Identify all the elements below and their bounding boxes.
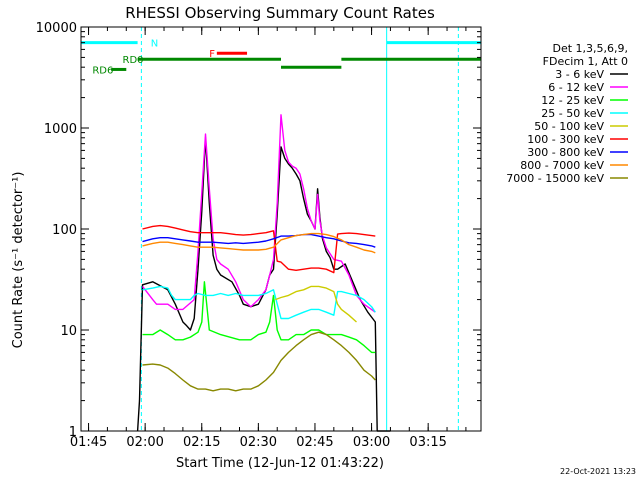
annotation-3: RD6 bbox=[92, 65, 113, 76]
y-axis: 1 10 100 1000 10000 bbox=[36, 21, 481, 440]
series-line-2 bbox=[142, 281, 376, 354]
series-line-4 bbox=[275, 285, 357, 323]
x-tick-label-5: 03:00 bbox=[353, 435, 390, 450]
y-tick-label-4: 10000 bbox=[36, 21, 77, 36]
annotation-0: N bbox=[151, 39, 158, 50]
footer-timestamp: 22-Oct-2021 13:23 bbox=[560, 467, 636, 476]
legend-label-1: 6 - 12 keV bbox=[548, 81, 604, 94]
legend-label-5: 100 - 300 keV bbox=[527, 133, 604, 146]
series-lines bbox=[136, 114, 391, 432]
plot-area bbox=[80, 27, 481, 432]
series-line-8 bbox=[142, 331, 376, 392]
x-tick-label-3: 02:30 bbox=[240, 435, 277, 450]
legend-label-2: 12 - 25 keV bbox=[541, 94, 604, 107]
annotations: N F RD0 RD6 bbox=[92, 39, 215, 77]
legend-label-4: 50 - 100 keV bbox=[534, 120, 604, 133]
x-tick-label-1: 02:00 bbox=[126, 435, 163, 450]
y-tick-label-3: 1000 bbox=[44, 122, 77, 137]
x-tick-label-0: 01:45 bbox=[70, 435, 107, 450]
legend-label-6: 300 - 800 keV bbox=[527, 146, 604, 159]
legend-label-3: 25 - 50 keV bbox=[541, 107, 604, 120]
series-line-3 bbox=[142, 285, 376, 320]
y-axis-label: Count Rate (s⁻¹ detector⁻¹) bbox=[11, 172, 26, 349]
series-line-5 bbox=[142, 224, 376, 274]
x-axis-label: Start Time (12-Jun-12 01:43:22) bbox=[176, 456, 384, 471]
x-tick-label-4: 02:45 bbox=[296, 435, 333, 450]
series-line-6 bbox=[142, 233, 376, 248]
legend-label-8: 7000 - 15000 keV bbox=[506, 172, 604, 185]
legend-header-0: Det 1,3,5,6,9, bbox=[552, 42, 628, 55]
x-tick-label-6: 03:15 bbox=[409, 435, 446, 450]
x-axis: 01:45 02:00 02:15 02:30 02:45 03:00 03:15 bbox=[70, 27, 467, 450]
y-tick-label-0: 1 bbox=[69, 425, 77, 440]
series-line-7 bbox=[142, 232, 376, 254]
chart-title: RHESSI Observing Summary Count Rates bbox=[125, 4, 435, 22]
legend-label-0: 3 - 6 keV bbox=[555, 68, 604, 81]
state-bars bbox=[81, 41, 481, 71]
y-tick-label-1: 10 bbox=[60, 324, 77, 339]
legend: Det 1,3,5,6,9,FDecim 1, Att 03 - 6 keV6 … bbox=[506, 42, 628, 185]
legend-label-7: 800 - 7000 keV bbox=[520, 159, 604, 172]
annotation-1: F bbox=[209, 49, 215, 60]
legend-header-1: FDecim 1, Att 0 bbox=[543, 55, 628, 68]
x-tick-label-2: 02:15 bbox=[183, 435, 220, 450]
annotation-2: RD0 bbox=[123, 55, 144, 66]
y-tick-label-2: 100 bbox=[52, 223, 77, 238]
